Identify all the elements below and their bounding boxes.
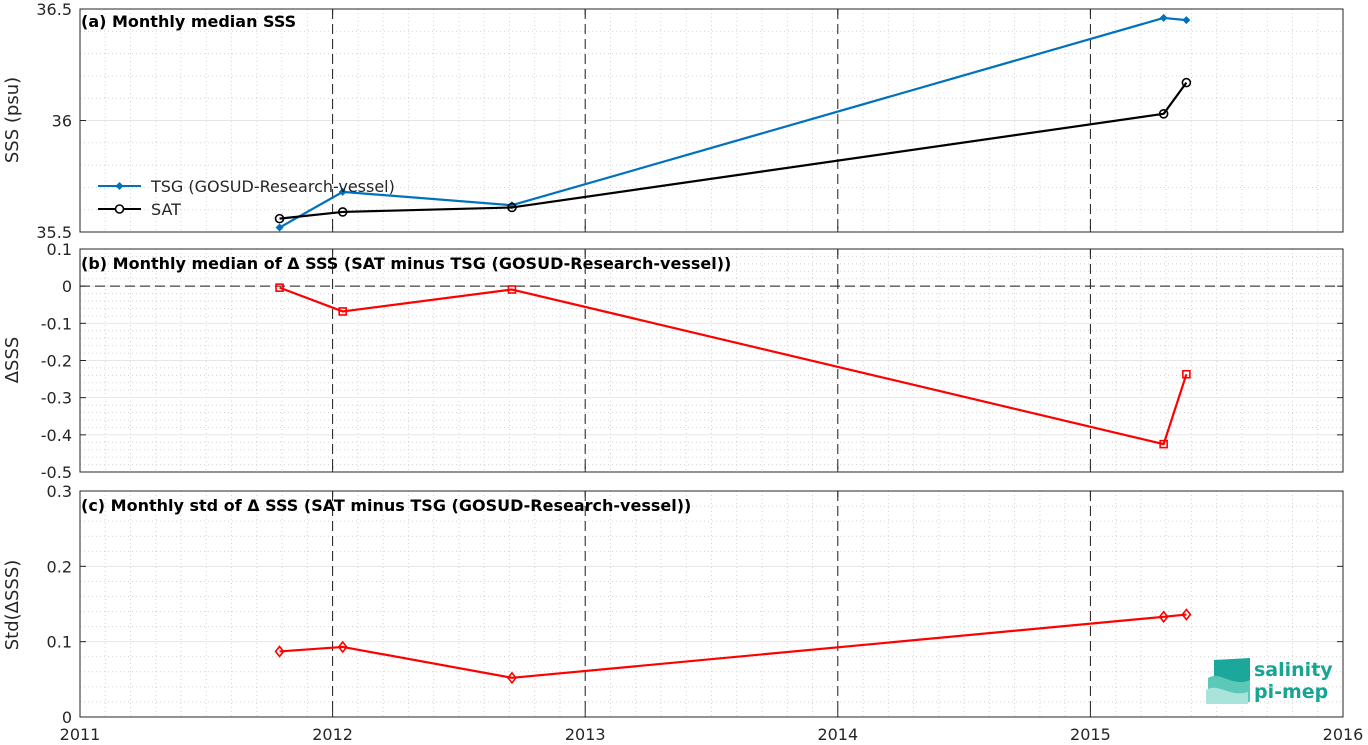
x-tick-label: 2012 — [312, 725, 353, 744]
x-axis-tick-labels: 2011 2012 2013 2014 2015 2016 — [60, 725, 1364, 744]
delta-series-c-marker — [337, 640, 348, 654]
x-tick-label: 2015 — [1070, 725, 1111, 744]
panel-a-legend: TSG (GOSUD-Research-vessel) SAT — [98, 177, 395, 219]
delta-series-b-marker — [1182, 369, 1191, 379]
delta-series-b-marker — [1159, 439, 1168, 449]
panel-a-series — [274, 13, 1192, 232]
delta-series-b-line — [279, 286, 1188, 446]
sat-series-a-marker — [507, 202, 517, 213]
x-tick-label: 2011 — [60, 725, 101, 744]
y-tick-label: -0.1 — [41, 314, 72, 333]
panel-c-y-axis-label: Std(ΔSSS) — [2, 560, 23, 651]
panel-c-series — [274, 608, 1192, 685]
panel-c-axes: 0 0.1 0.2 0.3 (c) Monthly std of Δ SSS (SAT… — [2, 482, 1344, 727]
delta-series-c-marker — [506, 671, 517, 685]
y-tick-label: 0.1 — [47, 633, 72, 652]
y-tick-label: 0.1 — [47, 240, 72, 259]
y-tick-label: 0.2 — [47, 557, 72, 576]
legend-tsg-label: TSG (GOSUD-Research-vessel) — [150, 177, 395, 196]
panel-a-axes: 35.5 36 36.5 (a) Monthly median SSS SSS (p… — [2, 0, 1344, 242]
tsg-series-a-marker — [275, 223, 284, 232]
y-tick-label: 0.3 — [47, 482, 72, 501]
panel-a-title: (a) Monthly median SSS — [81, 12, 296, 31]
panel-c-axes-box — [79, 490, 1344, 718]
y-tick-label: -0.5 — [41, 463, 72, 482]
tsg-series-a-marker — [1159, 13, 1168, 22]
y-tick-label: 36 — [52, 112, 72, 131]
delta-series-b-marker — [275, 283, 284, 292]
x-tick-label: 2016 — [1323, 725, 1364, 744]
y-tick-label: -0.3 — [41, 389, 72, 408]
y-tick-label: 35.5 — [36, 223, 72, 242]
x-tick-label: 2014 — [817, 725, 858, 744]
logo-line-2: pi-mep — [1254, 681, 1328, 703]
y-tick-label: -0.2 — [41, 352, 72, 371]
panel-a-axes-box — [79, 8, 1344, 233]
legend-sat-marker — [114, 204, 125, 214]
y-tick-label: 0 — [62, 277, 72, 296]
sat-series-a-marker — [337, 207, 348, 217]
panel-b-axes-box — [79, 248, 1344, 473]
sat-series-a-marker — [274, 213, 285, 224]
sat-series-a-marker — [1181, 77, 1192, 88]
panel-b-y-axis-label: ΔSSS — [2, 337, 23, 384]
logo-wave-graphic — [1206, 658, 1250, 704]
y-tick-label: -0.4 — [41, 426, 72, 445]
delta-series-c-marker — [1158, 610, 1169, 624]
delta-series-c-marker — [274, 645, 285, 658]
panel-a-y-ticks: 35.5 36 36.5 — [36, 0, 1344, 242]
sat-series-a-marker — [1158, 109, 1169, 119]
tsg-series-a-marker — [338, 187, 347, 196]
tsg-series-a-marker — [1182, 16, 1191, 25]
delta-series-b-marker — [338, 307, 348, 316]
sat-series-a-line — [279, 81, 1188, 220]
y-tick-label: 0 — [62, 708, 72, 727]
logo-line-1: salinity — [1254, 659, 1333, 681]
delta-series-c-line — [279, 613, 1187, 679]
y-tick-label: 36.5 — [36, 0, 72, 19]
delta-series-c-marker — [1181, 608, 1192, 621]
legend-sat-label: SAT — [151, 200, 181, 219]
panel-b-series — [275, 283, 1191, 449]
x-tick-label: 2013 — [565, 725, 606, 744]
panel-c-title: (c) Monthly std of Δ SSS (SAT minus TSG … — [81, 496, 691, 515]
panel-b-axes: -0.5 -0.4 -0.3 -0.2 -0.1 0 0.1 (b) Monthly med… — [2, 240, 1344, 482]
panel-a-y-axis-label: SSS (psu) — [2, 77, 23, 163]
delta-series-b-marker — [507, 285, 517, 294]
salinity-pi-mep-logo: salinity pi-mep — [1206, 658, 1333, 704]
panel-b-title: (b) Monthly median of Δ SSS (SAT minus T… — [81, 254, 731, 273]
legend-tsg-marker — [115, 182, 124, 190]
